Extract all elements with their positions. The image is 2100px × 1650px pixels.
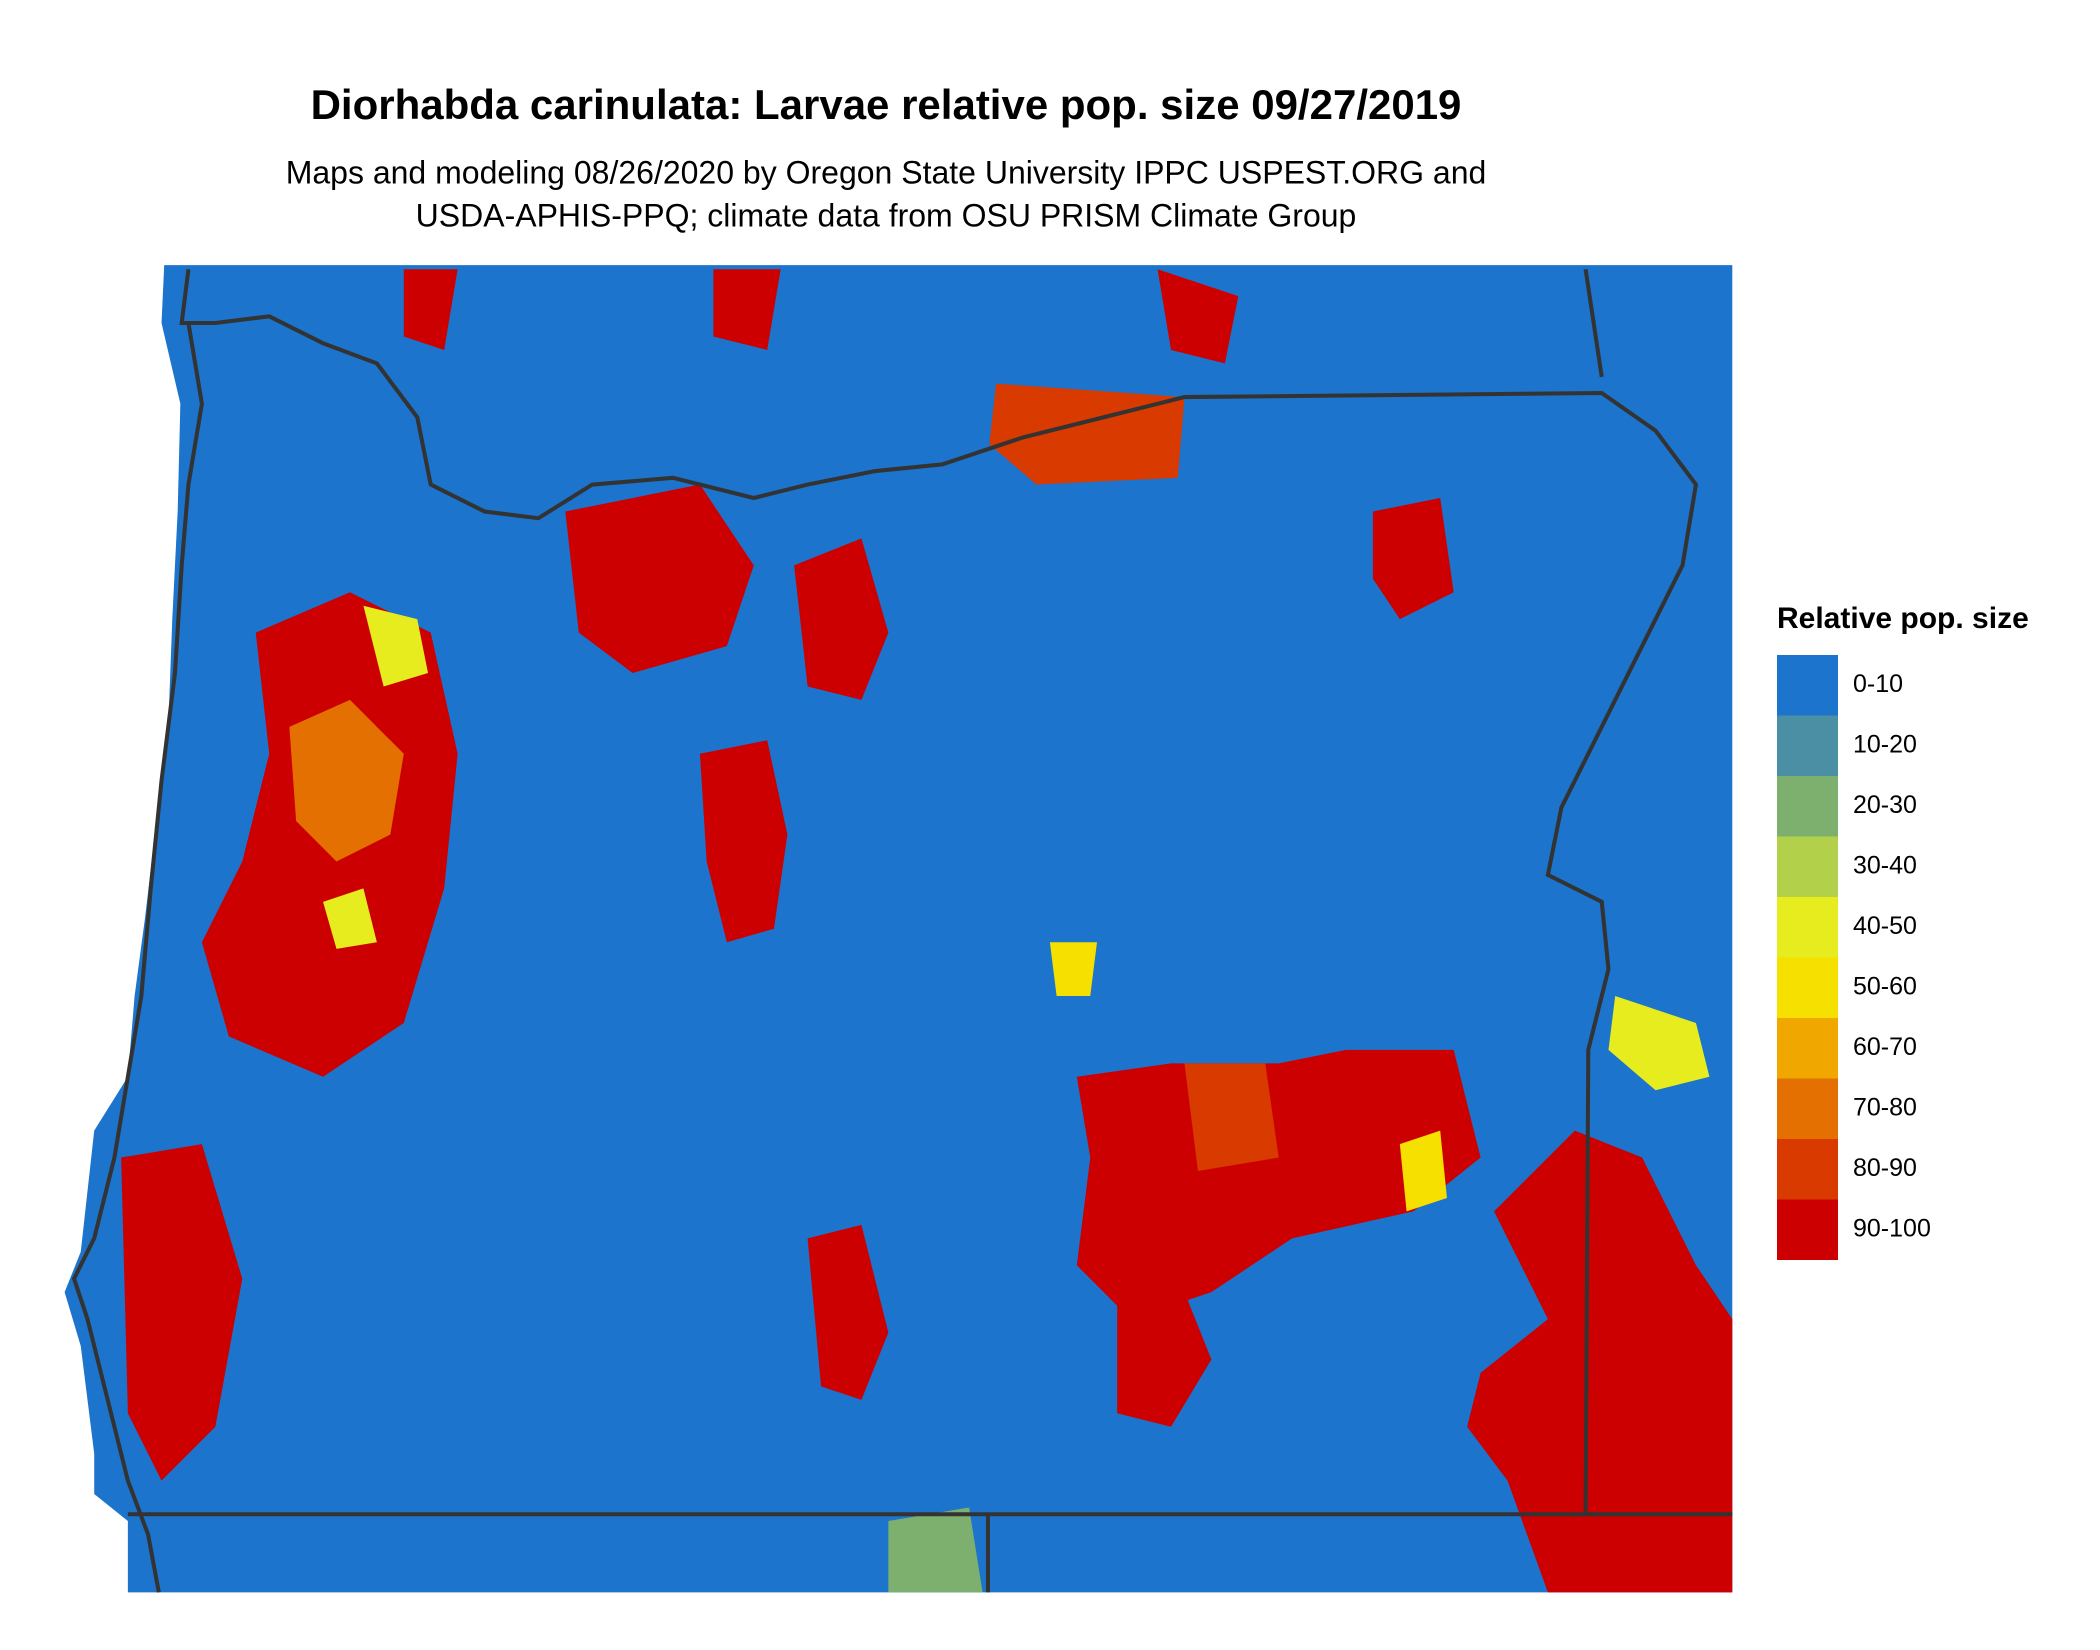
legend-swatch [1777,836,1838,897]
legend-label: 60-70 [1853,1033,1917,1061]
legend-label: 50-60 [1853,972,1917,1000]
raster-region [64,265,1733,1593]
legend-swatch [1777,1018,1838,1079]
legend-swatch [1777,1139,1838,1200]
legend-label: 10-20 [1853,730,1917,758]
subtitle: Maps and modeling 08/26/2020 by Oregon S… [286,154,1487,190]
title: Diorhabda carinulata: Larvae relative po… [311,81,1462,128]
legend-label: 20-30 [1853,791,1917,819]
high-population-areas [121,269,1733,1593]
legend-swatch [1777,655,1838,716]
legend-swatch [1777,957,1838,1018]
legend-label: 0-10 [1853,670,1903,698]
legend-label: 80-90 [1853,1154,1917,1182]
legend-swatch [1777,897,1838,958]
map [64,265,1733,1593]
legend-swatch [1777,1199,1838,1260]
boundaries [71,268,1733,1593]
legend-swatch [1777,715,1838,776]
legend-label: 30-40 [1853,851,1917,879]
legend-label: 90-100 [1853,1214,1931,1242]
legend-label: 70-80 [1853,1093,1917,1121]
legend: 0-10 10-20 20-30 30-40 40-50 50-60 60-70 70-80 8… [1777,655,1931,1260]
subtitle: USDA-APHIS-PPQ; climate data from OSU PR… [416,197,1357,233]
legend-swatch [1777,1078,1838,1139]
legend-swatch [1777,776,1838,837]
legend-label: 40-50 [1853,912,1917,940]
legend-title: Relative pop. size [1777,602,2029,635]
